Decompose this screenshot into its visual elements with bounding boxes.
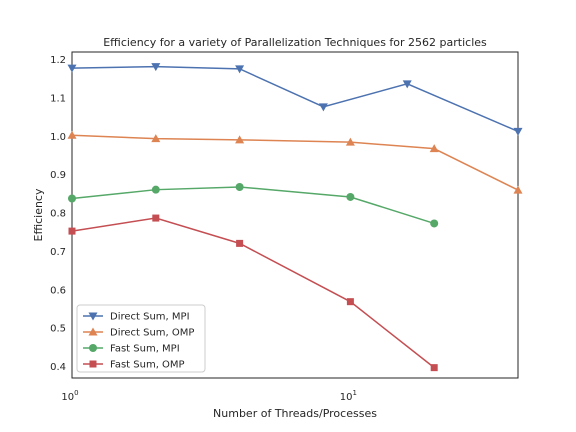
data-point (152, 214, 160, 222)
legend-marker (89, 344, 97, 352)
legend-box (76, 304, 206, 373)
y-tick-label: 1.0 (50, 132, 66, 143)
y-tick-label: 0.7 (50, 247, 66, 258)
data-point (235, 183, 244, 192)
legend-label: Fast Sum, OMP (110, 360, 185, 371)
data-point (68, 227, 76, 235)
series-3 (68, 183, 439, 228)
series-1 (67, 63, 523, 136)
data-point (235, 65, 245, 74)
y-tick-label: 1.1 (50, 94, 66, 105)
y-tick-label: 0.4 (50, 362, 66, 373)
series-2 (67, 130, 523, 194)
data-point (67, 130, 77, 139)
legend-marker (88, 312, 98, 321)
y-tick-label: 0.6 (50, 285, 66, 296)
data-point (345, 137, 355, 146)
data-point (151, 185, 160, 194)
data-point (68, 194, 76, 203)
x-tick-exponent: 0 (74, 389, 78, 397)
legend-label: Fast Sum, MPI (110, 344, 180, 355)
x-tick-label: 100 (61, 389, 78, 403)
y-axis: 0.4 0.5 0.6 0.7 0.8 0.9 1.0 1.1 1.2 (50, 55, 66, 373)
data-point (235, 135, 245, 144)
y-axis-label: Efficiency (32, 188, 45, 241)
data-point (513, 185, 523, 194)
data-point (67, 64, 77, 73)
data-point (429, 144, 439, 153)
x-axis-label: Number of Threads/Processes (213, 407, 377, 420)
data-point (430, 364, 438, 372)
legend-marker (89, 360, 97, 368)
data-point (346, 192, 355, 201)
data-point (151, 134, 161, 143)
x-axis: 100 101 (61, 389, 357, 403)
legend-marker (88, 327, 98, 336)
x-tick-label: 101 (340, 389, 357, 403)
y-tick-label: 1.2 (50, 55, 66, 66)
series-line (71, 134, 519, 191)
data-point (318, 103, 328, 112)
data-point (236, 239, 244, 247)
y-tick-label: 0.8 (50, 209, 66, 220)
series-line (71, 65, 519, 133)
series-4 (68, 214, 438, 372)
legend: Direct Sum, MPI Direct Sum, OMP Fast Sum, … (76, 304, 206, 373)
y-tick-label: 0.5 (50, 324, 66, 335)
legend-label: Direct Sum, MPI (110, 312, 190, 323)
data-point (430, 219, 439, 228)
data-point (513, 127, 523, 136)
data-point (402, 80, 412, 89)
y-tick-label: 0.9 (50, 170, 66, 181)
chart-title: Efficiency for a variety of Parallelizat… (103, 36, 487, 49)
x-tick-exponent: 1 (353, 389, 357, 397)
data-point (151, 63, 161, 72)
legend-label: Direct Sum, OMP (110, 328, 194, 339)
series-layer (67, 63, 523, 372)
data-point (346, 298, 354, 306)
